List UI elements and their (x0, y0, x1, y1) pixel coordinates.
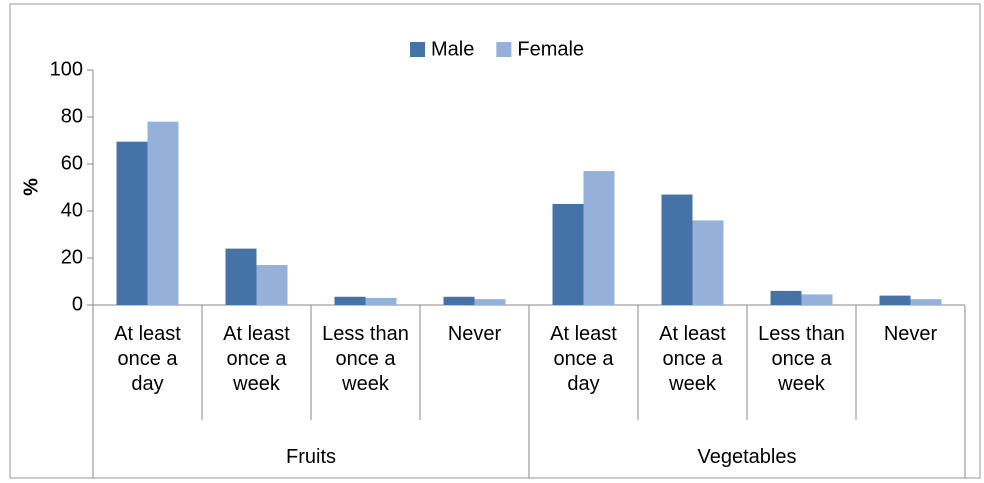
y-tick-label: 60 (61, 152, 83, 174)
y-tick-label: 40 (61, 199, 83, 221)
x-tick-label: Never (447, 323, 502, 345)
legend-label: Male (431, 38, 474, 60)
bar (256, 265, 288, 305)
bar (583, 171, 615, 305)
y-tick-label: 20 (61, 246, 83, 268)
legend-swatch (410, 42, 425, 57)
y-tick-label: 100 (50, 58, 83, 80)
y-axis-label: % (20, 178, 42, 196)
x-tick-label: Less than once a week (322, 323, 409, 395)
bar (365, 297, 397, 305)
legend-swatch (496, 42, 512, 57)
bar (692, 220, 724, 305)
x-tick-label: At least once a day (550, 323, 617, 395)
group-label: Fruits (286, 446, 336, 468)
bar (801, 294, 833, 305)
x-tick-label: At least once a week (223, 323, 290, 395)
bar (147, 121, 179, 305)
bar (116, 141, 148, 305)
bar (910, 299, 942, 305)
x-tick-label: Less than once a week (758, 323, 845, 395)
y-tick-label: 0 (72, 293, 83, 315)
x-tick-label: Never (883, 323, 938, 345)
bar (552, 203, 584, 305)
bar (770, 290, 802, 305)
legend-label: Female (517, 38, 584, 60)
x-tick-label: At least once a day (114, 323, 181, 395)
y-tick-label: 80 (61, 105, 83, 127)
bar (225, 248, 257, 305)
bar (879, 295, 911, 305)
group-label: Vegetables (697, 446, 797, 468)
bar (443, 296, 475, 305)
bar (661, 194, 693, 305)
bar (474, 299, 506, 305)
bar (334, 296, 366, 305)
x-tick-label: At least once a week (659, 323, 726, 395)
